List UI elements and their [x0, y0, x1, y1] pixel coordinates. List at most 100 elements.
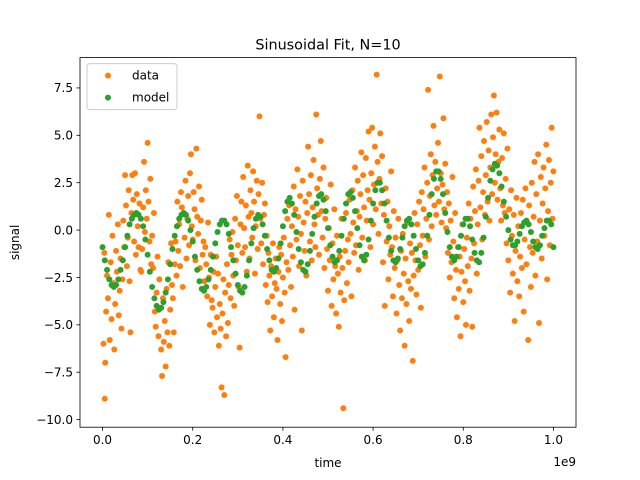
data-point-159	[242, 202, 249, 209]
data-point-290	[361, 204, 368, 211]
model-point-33	[173, 223, 180, 230]
data-point-203	[282, 354, 289, 361]
data-point-59	[152, 323, 159, 330]
model-point-71	[259, 221, 266, 228]
data-point-391	[452, 210, 459, 217]
model-point-184	[514, 238, 521, 245]
data-point-283	[354, 177, 361, 184]
data-point-222	[299, 177, 306, 184]
data-point-410	[469, 323, 476, 330]
model-point-117	[363, 251, 370, 258]
data-point-17	[114, 221, 121, 228]
data-point-495	[545, 156, 552, 163]
model-point-165	[471, 249, 478, 256]
model-point-163	[467, 223, 474, 230]
data-point-117	[205, 219, 212, 226]
data-point-279	[351, 249, 358, 256]
model-point-22	[149, 283, 156, 290]
data-point-116	[204, 293, 211, 300]
data-point-167	[250, 168, 257, 175]
data-point-39	[134, 223, 141, 230]
model-point-112	[352, 208, 359, 215]
data-point-134	[220, 276, 227, 283]
data-point-137	[223, 333, 230, 340]
data-point-216	[294, 166, 301, 173]
data-point-228	[305, 143, 312, 150]
data-point-83	[174, 198, 181, 205]
data-point-348	[413, 291, 420, 298]
model-point-41	[191, 253, 198, 260]
model-point-46	[203, 283, 210, 290]
data-point-294	[364, 187, 371, 194]
data-point-92	[182, 177, 189, 184]
model-point-134	[401, 223, 408, 230]
data-layer	[100, 71, 557, 412]
data-point-373	[435, 198, 442, 205]
data-point-35	[131, 238, 138, 245]
data-point-466	[519, 196, 526, 203]
data-point-29	[125, 187, 132, 194]
data-point-271	[343, 280, 350, 287]
data-point-487	[538, 255, 545, 262]
model-point-150	[437, 175, 444, 182]
data-point-284	[355, 266, 362, 273]
data-point-130	[216, 301, 223, 307]
data-point-443	[499, 155, 506, 162]
data-point-374	[436, 73, 443, 80]
data-point-386	[447, 217, 454, 224]
model-point-91	[304, 261, 311, 268]
data-point-340	[406, 318, 413, 325]
data-point-141	[226, 236, 233, 243]
data-point-317	[385, 276, 392, 283]
model-point-42	[194, 266, 201, 273]
data-point-44	[139, 246, 146, 253]
data-point-435	[491, 179, 498, 186]
model-point-157	[453, 253, 460, 260]
data-point-384	[445, 200, 452, 207]
model-point-185	[516, 230, 523, 237]
data-point-397	[457, 333, 464, 340]
data-point-149	[233, 192, 240, 199]
model-point-118	[365, 236, 372, 243]
data-point-122	[209, 304, 216, 311]
data-point-61	[154, 253, 161, 260]
data-point-401	[461, 246, 468, 253]
data-point-194	[274, 337, 281, 344]
data-point-191	[271, 280, 278, 287]
data-point-288	[359, 234, 366, 241]
data-point-229	[306, 191, 313, 198]
data-point-462	[516, 293, 523, 300]
data-point-43	[138, 268, 145, 275]
model-point-119	[367, 217, 374, 224]
legend-marker-data	[105, 72, 111, 79]
data-point-3	[102, 359, 109, 366]
data-point-46	[141, 158, 148, 165]
data-point-121	[208, 297, 215, 304]
data-point-392	[453, 266, 460, 273]
data-point-79	[170, 329, 177, 336]
data-point-423	[481, 138, 488, 144]
model-point-171	[485, 194, 492, 201]
model-point-139	[412, 246, 419, 253]
model-point-179	[503, 213, 510, 220]
data-point-98	[187, 151, 194, 158]
data-point-389	[450, 238, 457, 245]
data-point-193	[273, 285, 280, 292]
data-point-199	[279, 318, 286, 325]
data-point-355	[419, 232, 426, 239]
model-point-158	[455, 244, 462, 251]
data-point-89	[179, 283, 186, 290]
data-point-53	[147, 175, 154, 182]
data-point-371	[434, 185, 441, 192]
model-point-83	[286, 194, 293, 201]
model-point-138	[410, 232, 417, 239]
data-point-204	[283, 259, 290, 266]
y-tick-label: −7.5	[44, 366, 73, 380]
data-point-152	[236, 344, 243, 351]
data-point-269	[342, 247, 349, 254]
data-point-431	[488, 111, 495, 118]
model-point-191	[530, 238, 537, 245]
data-point-247	[322, 215, 329, 222]
